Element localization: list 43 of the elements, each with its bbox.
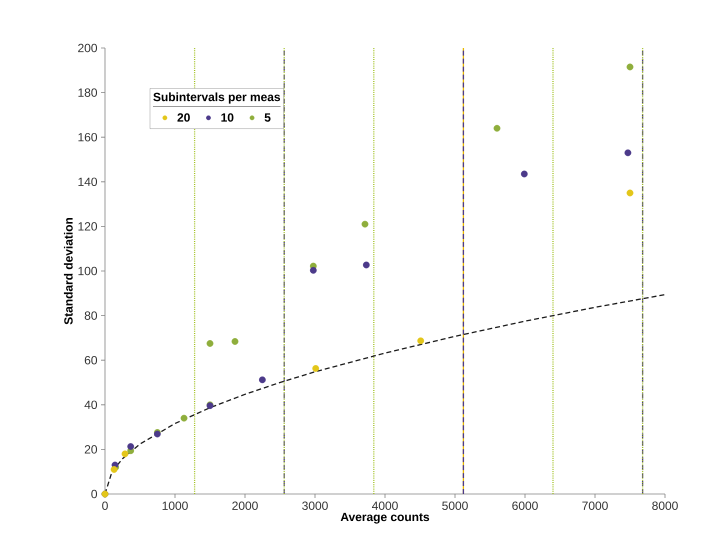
point <box>624 149 632 156</box>
y-tick-label: 80 <box>84 311 98 320</box>
y-axis-title: Standard deviation <box>64 218 73 324</box>
x-tick-label: 0 <box>102 502 108 510</box>
point <box>494 124 500 132</box>
point <box>206 340 214 347</box>
legend-label: 10 <box>221 113 234 122</box>
point <box>110 466 118 473</box>
x-tick-label: 4000 <box>372 502 398 510</box>
y-tick-label: 100 <box>78 266 98 276</box>
point <box>626 64 634 70</box>
y-tick-label: 120 <box>78 222 98 231</box>
point <box>310 266 317 274</box>
point <box>127 443 134 450</box>
legend-label: 5 <box>264 113 271 122</box>
y-tick-label: 180 <box>78 88 98 97</box>
point <box>258 376 266 384</box>
y-tick-label: 160 <box>78 132 98 142</box>
y-tick-label: 20 <box>84 445 98 454</box>
x-tick-label: 7000 <box>582 502 608 510</box>
point <box>232 338 238 345</box>
y-tick-label: 60 <box>84 356 98 364</box>
point <box>417 337 424 344</box>
y-tick-label: 0 <box>91 490 98 498</box>
x-tick-label: 5000 <box>442 502 468 510</box>
point <box>362 220 368 228</box>
x-axis-title: Average counts <box>340 512 430 524</box>
y-tick-label: 40 <box>84 400 98 410</box>
point <box>362 262 370 268</box>
x-tick-label: 8000 <box>652 502 678 510</box>
y-tick-label: 200 <box>78 44 98 52</box>
point <box>626 190 634 196</box>
point <box>180 414 188 422</box>
x-tick-label: 3000 <box>302 502 328 510</box>
x-tick-label: 2000 <box>232 502 258 510</box>
point <box>520 170 528 178</box>
point <box>312 365 320 372</box>
legend-label: 20 <box>177 113 190 122</box>
y-tick-label: 140 <box>78 178 98 186</box>
x-tick-label: 1000 <box>162 502 188 510</box>
point <box>122 450 128 458</box>
legend-title: Subintervals per meas <box>153 92 280 104</box>
x-tick-label: 6000 <box>512 502 538 510</box>
